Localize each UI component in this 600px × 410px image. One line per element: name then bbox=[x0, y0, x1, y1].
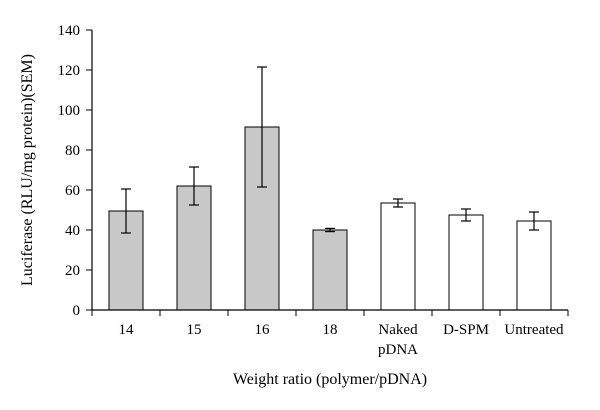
bar bbox=[312, 229, 348, 311]
y-tick-label: 80 bbox=[65, 143, 80, 159]
x-category-label: 14 bbox=[119, 322, 135, 338]
y-tick-label: 120 bbox=[58, 63, 81, 79]
y-tick-label: 100 bbox=[58, 103, 81, 119]
x-category-label: pDNA bbox=[378, 342, 418, 358]
y-tick-label: 0 bbox=[73, 303, 81, 319]
bar bbox=[516, 220, 552, 311]
x-axis-title: Weight ratio (polymer/pDNA) bbox=[233, 371, 427, 388]
x-category-label: 18 bbox=[323, 322, 338, 338]
x-category-label: Naked bbox=[378, 322, 418, 338]
bar bbox=[380, 202, 416, 311]
x-category-label: 15 bbox=[187, 322, 202, 338]
x-category-label: Untreated bbox=[504, 322, 564, 338]
x-category-label: 16 bbox=[255, 322, 271, 338]
error-bars bbox=[121, 66, 539, 234]
bar bbox=[448, 214, 484, 311]
x-axis-labels: 14 15 16 18 Naked pDNA D-SPM Untreated bbox=[119, 322, 565, 358]
y-tick-label: 140 bbox=[58, 23, 81, 39]
bars bbox=[108, 126, 552, 311]
y-tick-label: 60 bbox=[65, 183, 80, 199]
y-tick-label: 20 bbox=[65, 263, 80, 279]
y-axis-ticks: 0 20 40 60 80 100 120 140 bbox=[58, 23, 569, 319]
x-category-label: D-SPM bbox=[443, 322, 489, 338]
y-tick-label: 40 bbox=[65, 223, 80, 239]
y-axis-title: Luciferase (RLU/mg protein)(SEM) bbox=[19, 54, 36, 286]
